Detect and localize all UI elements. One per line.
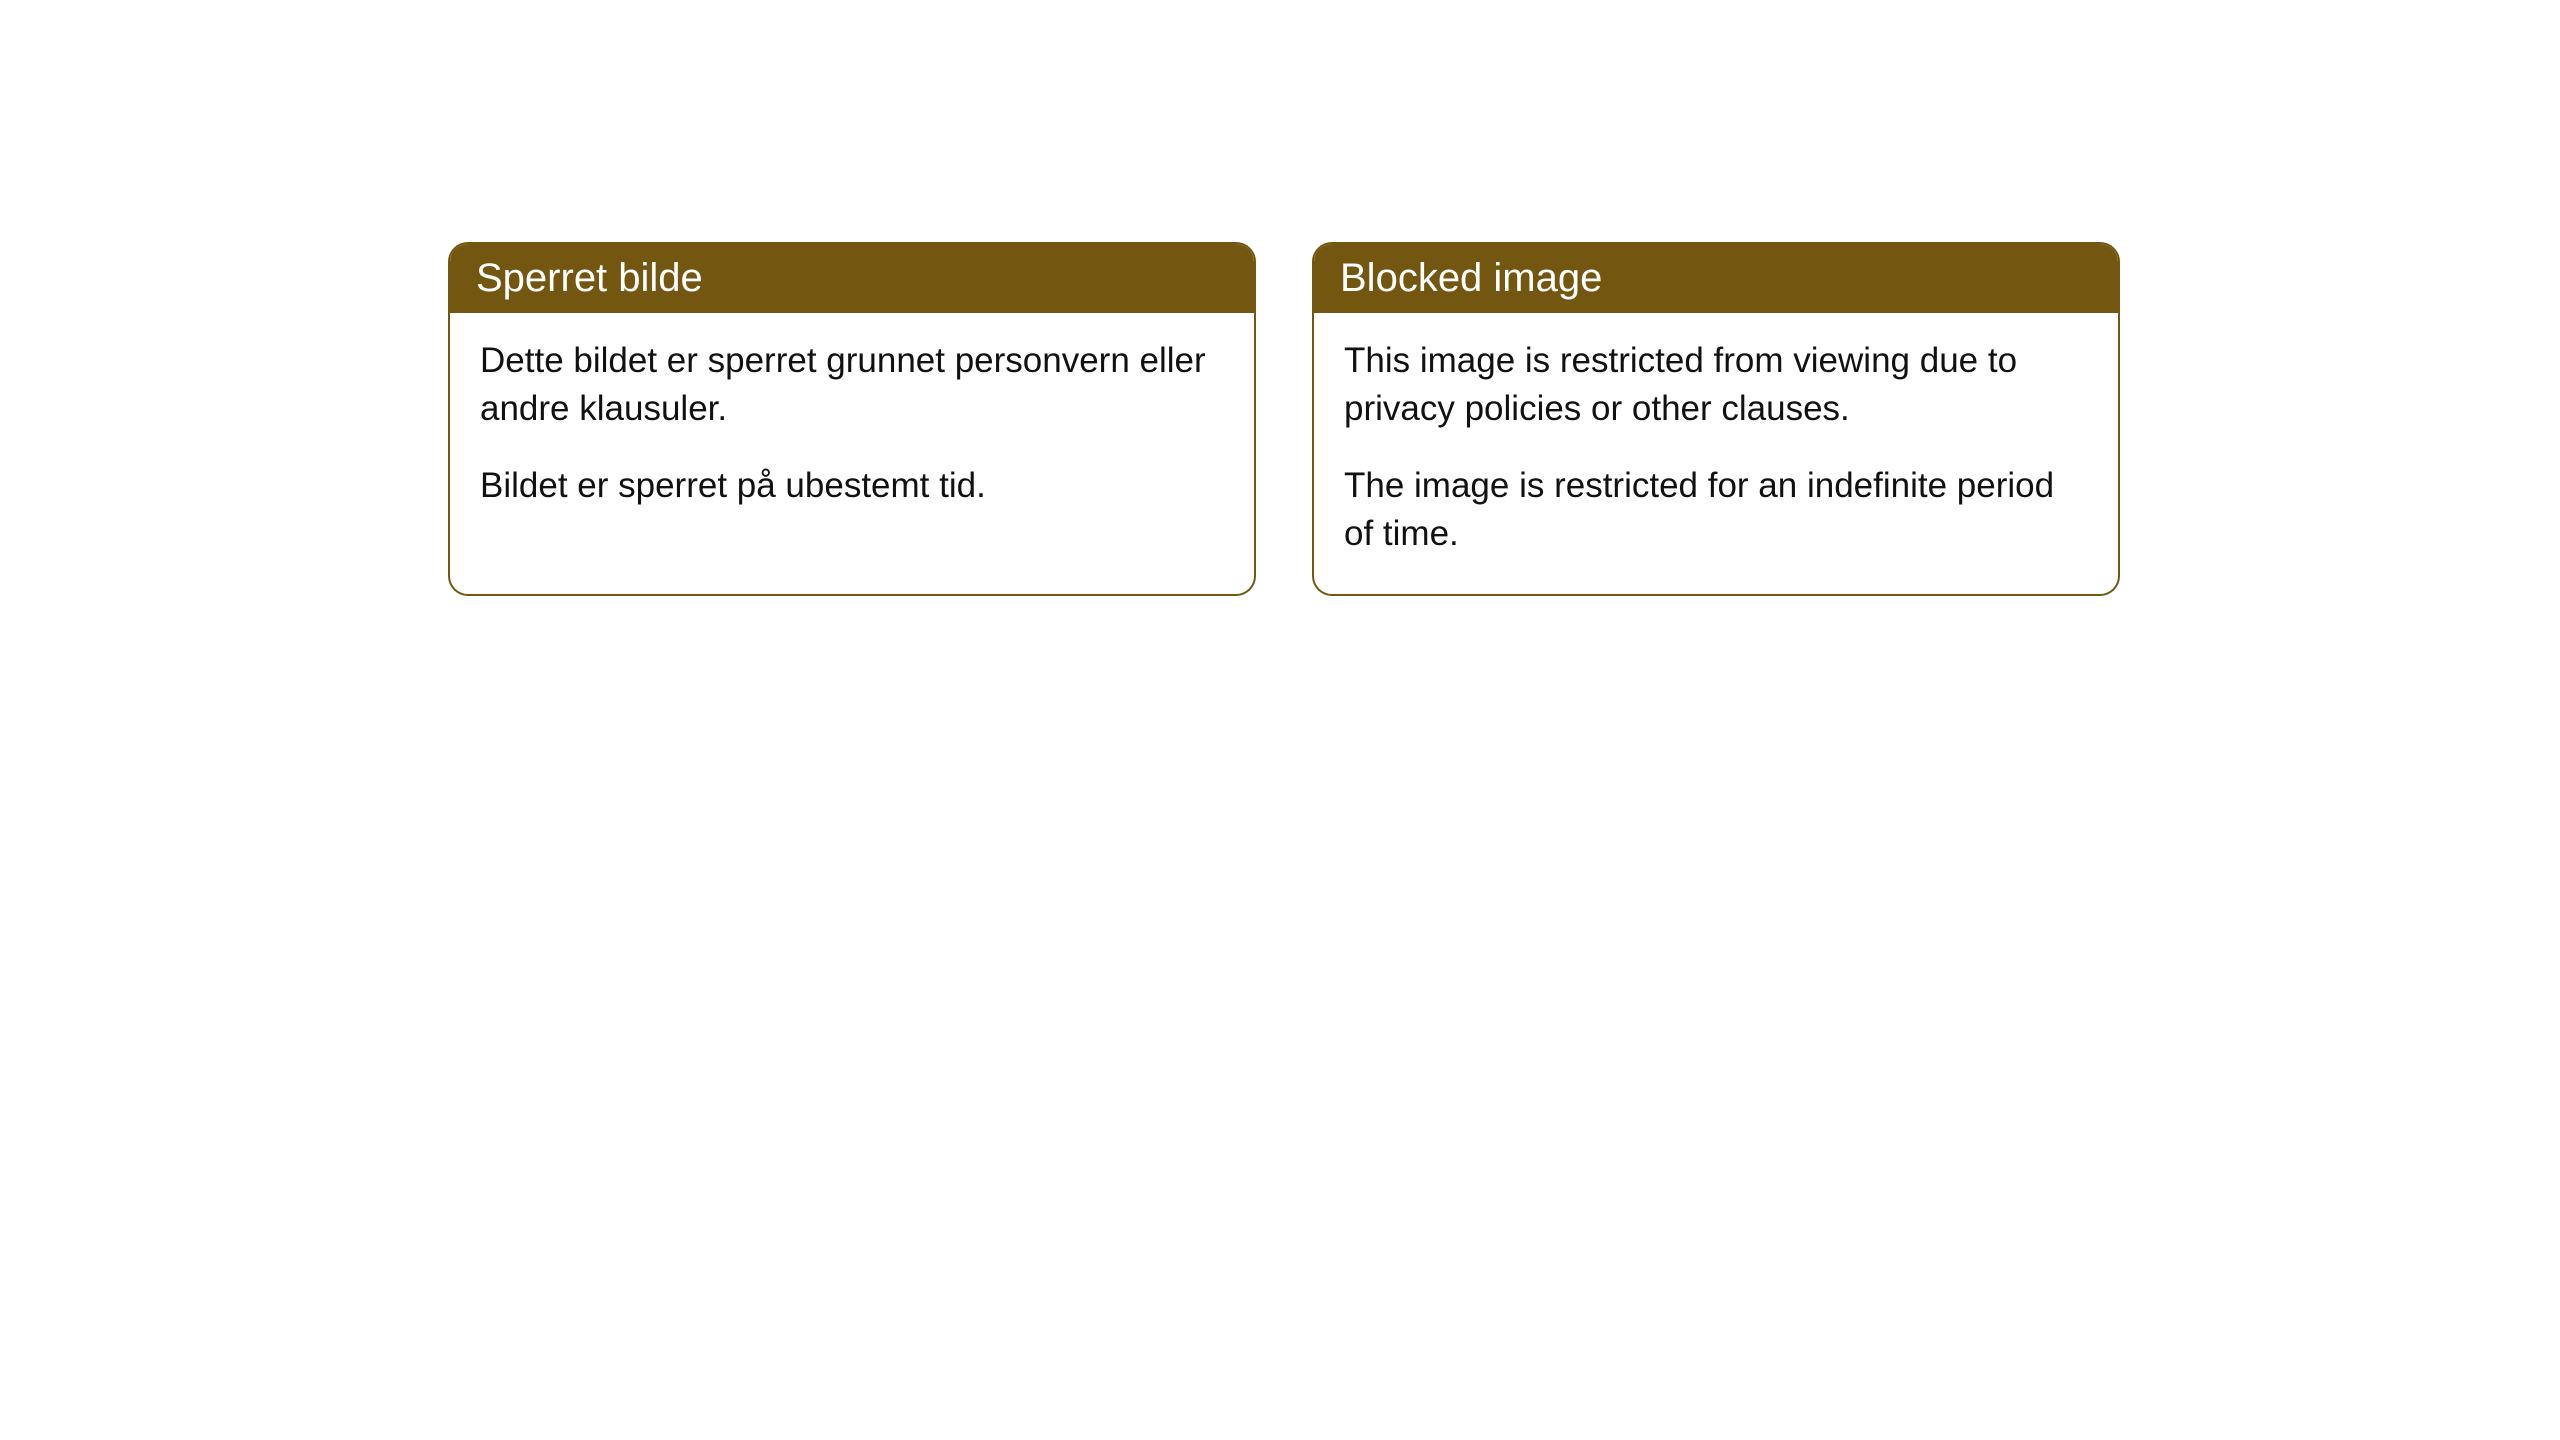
card-title: Blocked image — [1340, 256, 1602, 300]
card-header: Sperret bilde — [450, 244, 1254, 313]
card-title: Sperret bilde — [476, 256, 703, 300]
card-body: Dette bildet er sperret grunnet personve… — [450, 313, 1254, 546]
notice-cards-container: Sperret bilde Dette bildet er sperret gr… — [448, 242, 2560, 596]
notice-card-english: Blocked image This image is restricted f… — [1312, 242, 2120, 596]
card-body: This image is restricted from viewing du… — [1314, 313, 2118, 594]
card-paragraph: Bildet er sperret på ubestemt tid. — [480, 462, 1224, 510]
card-paragraph: This image is restricted from viewing du… — [1344, 337, 2088, 434]
card-header: Blocked image — [1314, 244, 2118, 313]
card-paragraph: The image is restricted for an indefinit… — [1344, 462, 2088, 559]
card-paragraph: Dette bildet er sperret grunnet personve… — [480, 337, 1224, 434]
notice-card-norwegian: Sperret bilde Dette bildet er sperret gr… — [448, 242, 1256, 596]
